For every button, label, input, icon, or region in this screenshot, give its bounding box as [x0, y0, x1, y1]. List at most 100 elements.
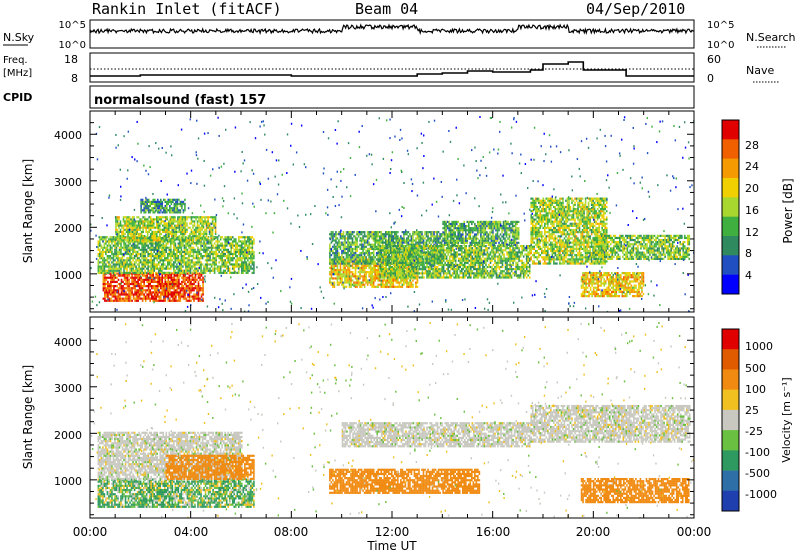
power-cell [151, 222, 154, 225]
power-cell [414, 249, 416, 252]
power-cell [151, 252, 154, 256]
power-cell [140, 204, 142, 208]
power-cell [377, 241, 380, 244]
power-cell [359, 258, 361, 261]
power-cell [345, 275, 348, 278]
power-cell [405, 270, 407, 273]
power-cell [371, 245, 373, 248]
power-cell [363, 273, 366, 276]
power-cell [380, 257, 383, 260]
power-cell [130, 218, 132, 221]
power-cell [180, 222, 182, 225]
power-cell [107, 287, 109, 290]
power-cell [130, 232, 132, 236]
power-cell [199, 220, 202, 223]
power-cell [397, 243, 399, 246]
power-cell [402, 276, 404, 279]
power-cell [194, 295, 197, 298]
power-cell [119, 274, 121, 277]
power-cell [339, 279, 342, 282]
power-cell [397, 253, 400, 256]
power-cell [134, 289, 136, 292]
power-cell [411, 257, 413, 260]
power-cell [157, 255, 160, 258]
power-cell [339, 245, 342, 248]
power-cell [134, 226, 137, 229]
power-cell [380, 272, 383, 275]
power-cell [253, 240, 255, 243]
power-cell [338, 283, 340, 286]
power-cell [408, 272, 410, 275]
power-cell [119, 293, 121, 296]
power-cell [210, 216, 212, 219]
power-cell [406, 247, 409, 250]
power-cell [179, 269, 181, 272]
power-cell [201, 220, 203, 223]
power-cell [207, 237, 209, 240]
power-cell [105, 265, 107, 268]
power-cell [185, 269, 187, 272]
power-cell [418, 241, 420, 244]
power-cell [214, 230, 217, 234]
power-cell [179, 211, 182, 214]
power-cell [354, 262, 357, 265]
power-cell [167, 282, 170, 286]
power-cell [187, 285, 189, 288]
power-cell [139, 242, 142, 245]
power-cell [411, 245, 413, 248]
power-cell [122, 220, 125, 223]
power-cell [144, 271, 146, 274]
power-cell [182, 295, 185, 298]
power-cell [134, 220, 137, 223]
power-cell [430, 256, 432, 259]
power-cell [221, 257, 223, 260]
power-cell [159, 295, 162, 298]
power-cell [116, 297, 118, 300]
power-cell [247, 255, 249, 258]
power-cell [351, 233, 354, 236]
power-cell [348, 262, 351, 265]
power-cell [115, 242, 118, 245]
power-cell [141, 240, 143, 243]
power-cell [227, 250, 230, 254]
power-cell [112, 267, 115, 270]
power-cell [388, 272, 391, 275]
power-cell [142, 242, 145, 245]
power-cell [224, 265, 226, 268]
power-cell [131, 280, 133, 284]
power-cell [156, 257, 159, 260]
power-cell [408, 257, 410, 260]
power-cell [120, 265, 122, 268]
power-cell [195, 267, 198, 270]
power-cell [108, 248, 110, 251]
power-cell [375, 268, 378, 272]
power-cell [170, 267, 172, 270]
power-cell [173, 211, 176, 214]
power-cell [241, 252, 243, 256]
power-cell [147, 209, 150, 212]
power-cell [136, 269, 139, 272]
power-cell [143, 226, 146, 229]
power-cell [253, 265, 255, 268]
power-cell [437, 239, 440, 242]
power-cell [382, 265, 385, 269]
power-cell [141, 269, 143, 272]
power-cell [365, 279, 367, 282]
power-cell [356, 243, 358, 246]
power-cell [330, 266, 333, 270]
power-cell [336, 237, 339, 240]
power-cell [140, 232, 143, 236]
power-cell [107, 293, 109, 296]
power-cell [121, 263, 124, 266]
power-cell [166, 291, 168, 294]
power-cell [242, 257, 245, 260]
power-cell [136, 259, 139, 262]
power-cell [130, 248, 133, 251]
power-cell [196, 295, 198, 298]
power-cell [247, 252, 249, 256]
power-cell [350, 256, 352, 259]
power-cell [389, 243, 392, 246]
power-cell [348, 266, 351, 270]
power-cell [203, 250, 205, 254]
power-cell [410, 285, 413, 288]
